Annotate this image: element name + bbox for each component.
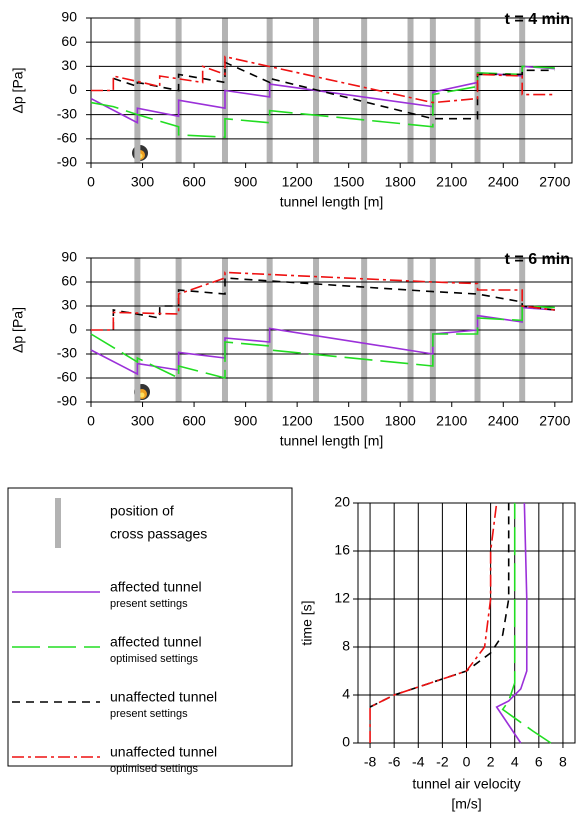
x-tick-label: -2 xyxy=(436,754,449,770)
series-line xyxy=(369,503,510,708)
x-tick-label: 1500 xyxy=(333,174,364,190)
x-tick-label: 900 xyxy=(234,174,258,190)
x-tick-label: -6 xyxy=(388,754,401,770)
x-tick-label: 1200 xyxy=(282,413,313,429)
x-tick-label: 300 xyxy=(131,174,155,190)
y-tick-label: -30 xyxy=(57,345,77,361)
x-tick-label: 2400 xyxy=(488,413,519,429)
y-tick-label: 30 xyxy=(61,297,77,313)
y-tick-label: 30 xyxy=(61,57,77,73)
legend-label: unaffected tunnel xyxy=(110,689,217,705)
y-tick-label: -60 xyxy=(57,369,77,385)
x-tick-label: 0 xyxy=(87,413,95,429)
y-tick-label: 0 xyxy=(69,321,77,337)
y-axis-label: time [s] xyxy=(299,600,315,645)
y-tick-label: 0 xyxy=(69,81,77,97)
series-line xyxy=(369,502,498,743)
x-tick-label: 2700 xyxy=(539,174,570,190)
y-axis-label: Δp [Pa] xyxy=(10,68,26,114)
legend-sublabel: optimised settings xyxy=(110,763,199,775)
x-tick-label: 300 xyxy=(131,413,155,429)
y-tick-label: -30 xyxy=(57,105,77,121)
series-line xyxy=(495,502,528,744)
series-line xyxy=(90,306,555,376)
y-tick-label: 90 xyxy=(61,249,77,265)
legend-sublabel: present settings xyxy=(110,708,188,720)
x-axis-label: tunnel length [m] xyxy=(280,433,384,449)
y-tick-label: 20 xyxy=(334,494,350,510)
y-tick-label: 90 xyxy=(61,9,77,25)
legend-label: unaffected tunnel xyxy=(110,744,217,760)
y-tick-label: -60 xyxy=(57,130,77,146)
series-line xyxy=(501,503,552,744)
y-axis-label: Δp [Pa] xyxy=(10,307,26,353)
x-tick-label: 1200 xyxy=(282,174,313,190)
y-tick-label: 4 xyxy=(342,686,350,702)
x-tick-label: 900 xyxy=(234,413,258,429)
series-line xyxy=(90,65,555,125)
series-line xyxy=(90,305,555,380)
x-tick-label: -4 xyxy=(412,754,425,770)
series-line xyxy=(112,277,555,330)
series-line xyxy=(91,271,555,331)
chart-title: t = 4 min xyxy=(505,11,570,28)
x-axis-label: tunnel length [m] xyxy=(280,194,384,210)
x-tick-label: 1500 xyxy=(333,413,364,429)
x-tick-label: 1800 xyxy=(385,174,416,190)
x-tick-label: 600 xyxy=(182,174,206,190)
x-tick-label: 2 xyxy=(487,754,495,770)
y-tick-label: 0 xyxy=(342,734,350,750)
y-tick-label: 60 xyxy=(61,33,77,49)
series-line xyxy=(90,65,555,139)
x-tick-label: 600 xyxy=(182,413,206,429)
x-tick-label: -8 xyxy=(364,754,377,770)
y-tick-label: 60 xyxy=(61,273,77,289)
legend-label: affected tunnel xyxy=(110,579,202,595)
x-tick-label: 0 xyxy=(87,174,95,190)
y-tick-label: -90 xyxy=(57,154,77,170)
y-tick-label: -90 xyxy=(57,393,77,409)
legend-sublabel: optimised settings xyxy=(110,653,199,665)
x-tick-label: 8 xyxy=(559,754,567,770)
legend-label: position of xyxy=(110,503,174,519)
x-axis-label: tunnel air velocity xyxy=(412,776,520,792)
y-tick-label: 8 xyxy=(342,638,350,654)
x-tick-label: 2400 xyxy=(488,174,519,190)
legend-sublabel: present settings xyxy=(110,598,188,610)
x-tick-label: 2100 xyxy=(436,413,467,429)
x-tick-label: 1800 xyxy=(385,413,416,429)
y-tick-label: 12 xyxy=(334,590,350,606)
chart-title: t = 6 min xyxy=(505,251,570,268)
series-line xyxy=(91,55,555,104)
x-tick-label: 6 xyxy=(535,754,543,770)
plot-frame xyxy=(357,502,576,744)
y-tick-label: 16 xyxy=(334,542,350,558)
x-tick-label: 0 xyxy=(463,754,471,770)
legend-label: affected tunnel xyxy=(110,634,202,650)
x-axis-label: [m/s] xyxy=(451,796,481,812)
x-tick-label: 4 xyxy=(511,754,519,770)
legend-label: cross passages xyxy=(110,526,207,542)
x-tick-label: 2700 xyxy=(539,413,570,429)
legend-box xyxy=(7,487,293,767)
x-tick-label: 2100 xyxy=(436,174,467,190)
